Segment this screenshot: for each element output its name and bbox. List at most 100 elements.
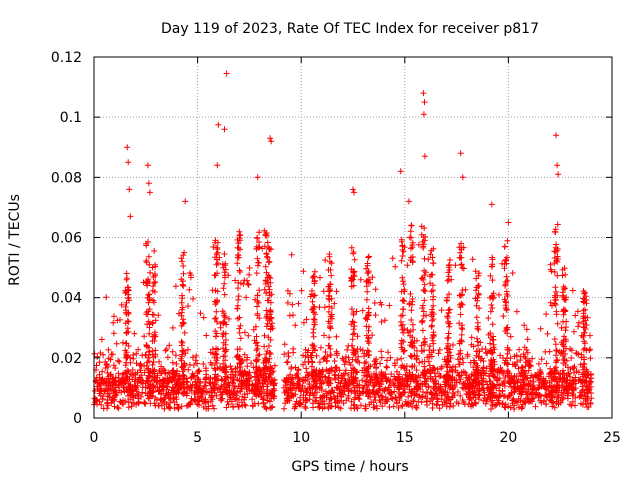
data-point [123, 330, 130, 337]
data-point [221, 280, 228, 287]
data-point [179, 258, 186, 265]
data-point [132, 384, 139, 391]
data-point [106, 378, 113, 385]
data-point [446, 267, 453, 273]
outlier-point [223, 70, 230, 77]
data-point [149, 347, 156, 354]
data-point [140, 279, 147, 286]
data-point [395, 382, 402, 389]
data-point [333, 384, 340, 391]
data-point [208, 394, 215, 401]
data-point [364, 347, 371, 354]
data-point [552, 301, 559, 308]
data-point [365, 253, 372, 260]
data-point [458, 261, 465, 268]
data-point [338, 377, 345, 384]
data-point [392, 263, 399, 270]
data-point [459, 287, 466, 294]
data-point [364, 373, 371, 380]
data-point [503, 299, 510, 306]
data-point [352, 390, 359, 397]
data-point [454, 388, 461, 395]
data-point [154, 372, 161, 379]
data-point [580, 387, 586, 393]
data-point [365, 363, 372, 370]
data-point [464, 353, 471, 360]
data-point [475, 396, 482, 403]
data-point [473, 287, 479, 294]
data-point [348, 306, 355, 312]
data-point [406, 301, 413, 308]
data-point [107, 372, 114, 379]
data-point [429, 376, 436, 383]
data-point [511, 402, 518, 409]
data-point [134, 392, 141, 399]
data-point [262, 280, 269, 287]
data-point [98, 401, 105, 408]
data-point [421, 255, 428, 262]
data-point [173, 396, 180, 403]
data-point [256, 239, 262, 246]
data-point [281, 351, 288, 358]
data-point [321, 354, 328, 361]
data-point [452, 364, 459, 370]
data-point [143, 362, 150, 369]
data-point [431, 385, 438, 392]
data-point [333, 364, 340, 371]
data-point [553, 288, 559, 295]
data-point [529, 355, 536, 362]
grid-lines [94, 57, 612, 418]
data-point [267, 351, 274, 357]
data-point [474, 369, 481, 376]
data-point [560, 353, 567, 359]
outlier-point [126, 186, 133, 193]
data-point [309, 372, 316, 379]
data-point [139, 380, 146, 387]
data-point [554, 320, 561, 327]
data-point [378, 348, 385, 355]
data-point [580, 298, 587, 305]
data-point [181, 360, 188, 367]
data-point [222, 376, 229, 383]
outlier-point [555, 171, 562, 178]
data-point [266, 349, 273, 356]
data-point [384, 364, 390, 371]
data-point [422, 375, 429, 382]
data-point [225, 315, 232, 322]
data-point [234, 260, 241, 267]
data-point [284, 287, 291, 294]
data-point [351, 256, 358, 263]
data-point [513, 308, 520, 315]
data-point [354, 333, 361, 340]
data-point [289, 301, 296, 308]
data-point [290, 312, 296, 319]
data-point [200, 385, 207, 392]
data-point [418, 342, 425, 349]
data-point [342, 367, 349, 374]
data-point [444, 315, 451, 321]
data-point [192, 379, 199, 386]
data-point [495, 377, 501, 383]
data-point [551, 300, 558, 307]
data-point [360, 385, 367, 391]
data-point [125, 368, 132, 375]
data-point [381, 388, 388, 394]
data-point [266, 355, 273, 362]
data-point [502, 256, 509, 263]
data-point [560, 337, 567, 344]
data-point [371, 382, 378, 389]
data-point [505, 393, 512, 400]
data-point [331, 358, 338, 364]
data-point [562, 327, 569, 334]
data-point [106, 390, 113, 397]
data-point [120, 401, 127, 408]
data-point [485, 315, 492, 322]
data-point [107, 386, 114, 393]
data-point [351, 366, 358, 373]
data-point [535, 394, 542, 401]
data-point [236, 346, 243, 352]
data-point [254, 235, 260, 242]
data-point [163, 346, 170, 353]
data-point [535, 373, 542, 380]
data-point [150, 283, 157, 290]
